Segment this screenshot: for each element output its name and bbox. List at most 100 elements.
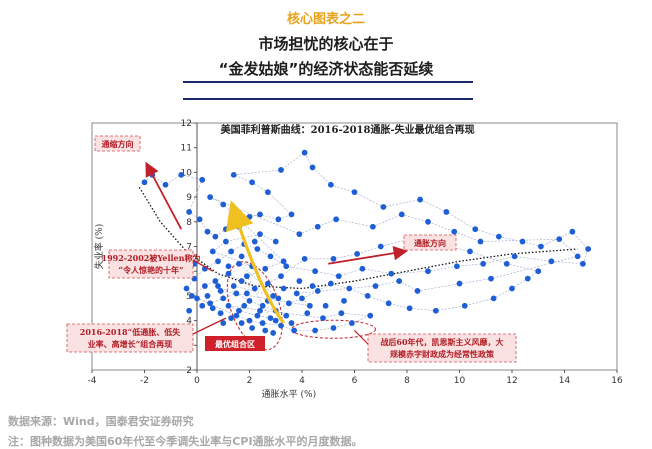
x-tick-label: 8 [404,376,410,386]
data-point [209,248,216,255]
data-point [188,293,195,299]
data-point [259,302,266,309]
data-point [270,330,277,336]
y-tick-label: 10 [181,168,193,178]
data-point [299,295,305,302]
data-point [369,223,376,230]
data-point [220,320,227,326]
source-note: 数据来源：Wind，国泰君安证券研究 [8,415,194,428]
tightening-label-text: 通缩方向 [102,139,134,149]
data-point [388,270,395,277]
inflation-label-text: 通胀方向 [414,238,446,248]
data-point [228,315,235,322]
data-point [217,288,224,294]
y-tick-label: 4 [186,317,192,327]
data-point [222,226,229,233]
low-inflation-label-box [66,323,194,353]
data-point [257,211,263,218]
data-point [425,268,431,275]
x-tick-label: 12 [506,376,517,386]
data-point [186,307,193,314]
data-point [230,283,237,289]
data-point [251,285,258,292]
inflation-label: 通胀方向 [403,234,457,251]
data-point [304,310,311,317]
data-point [254,312,261,319]
best-zone-label: 最优组合区 [205,336,265,351]
data-point [509,285,515,292]
data-note: 注：图种数据为美国60年代至今季调失业率与CPI通胀水平的月度数据。 [8,435,363,448]
data-point [451,228,458,235]
data-point [488,275,494,282]
data-point [246,317,253,324]
data-point [341,297,347,304]
data-point [238,320,245,326]
data-point [196,216,203,223]
data-point [215,258,221,265]
data-point [178,171,185,178]
data-point [537,243,544,250]
x-tick-label: 14 [559,376,571,386]
data-point [225,263,232,270]
data-point [306,302,313,309]
best-zone-text: 最优组合区 [215,339,255,349]
data-point [215,283,221,289]
data-point [574,253,581,260]
data-point [495,233,502,240]
data-point [243,290,250,297]
sixties-pointer [354,330,369,345]
data-point [280,285,287,292]
tightening-label-box [94,135,141,152]
data-point [272,317,279,324]
data-point [377,243,384,250]
data-point [333,216,340,223]
data-point [579,260,586,267]
data-point [220,295,227,302]
phillips-curve-chart: -4-2024681012141623456789101112美国菲利普斯曲线：… [66,119,623,400]
data-point [372,283,379,289]
data-point [241,302,248,309]
data-point [556,236,563,242]
data-point [283,312,290,319]
y-axis-label: 失业率 (%) [93,224,105,269]
data-point [251,238,258,245]
data-point [238,278,245,284]
data-point [406,305,413,312]
inflation-label-box [403,234,457,251]
data-point [230,171,237,178]
data-point [233,312,240,319]
data-point [264,189,271,196]
y-tick-label: 2 [186,366,192,376]
data-point [262,327,269,334]
data-point [209,305,216,312]
yellen-label-text: “令人惊艳的十年” [118,265,183,275]
headline-top-rule [183,81,473,83]
sixties-label-text: 战后60年代，凯恩斯主义风靡，大 [380,337,503,347]
fitted-curve [138,186,578,290]
data-point [186,209,193,215]
y-tick-label: 8 [186,218,192,228]
data-point [490,295,497,302]
chart-axes: -4-2024681012141623456789101112美国菲利普斯曲线：… [88,119,623,400]
data-point [293,290,300,297]
data-point [222,238,229,245]
data-point [204,293,211,299]
data-point [212,278,219,284]
data-point [456,280,463,287]
data-point [396,278,403,284]
data-point [472,226,479,233]
data-point [259,320,266,326]
data-point [264,280,271,287]
data-point [194,295,200,302]
data-point [327,280,334,287]
data-point [301,149,308,156]
data-point [220,201,227,208]
data-point [346,285,353,292]
data-point [312,327,319,334]
data-point [585,246,592,252]
data-point [296,231,303,238]
data-point [296,278,303,284]
data-point [398,211,405,218]
data-point [338,310,345,317]
data-point [453,263,460,270]
